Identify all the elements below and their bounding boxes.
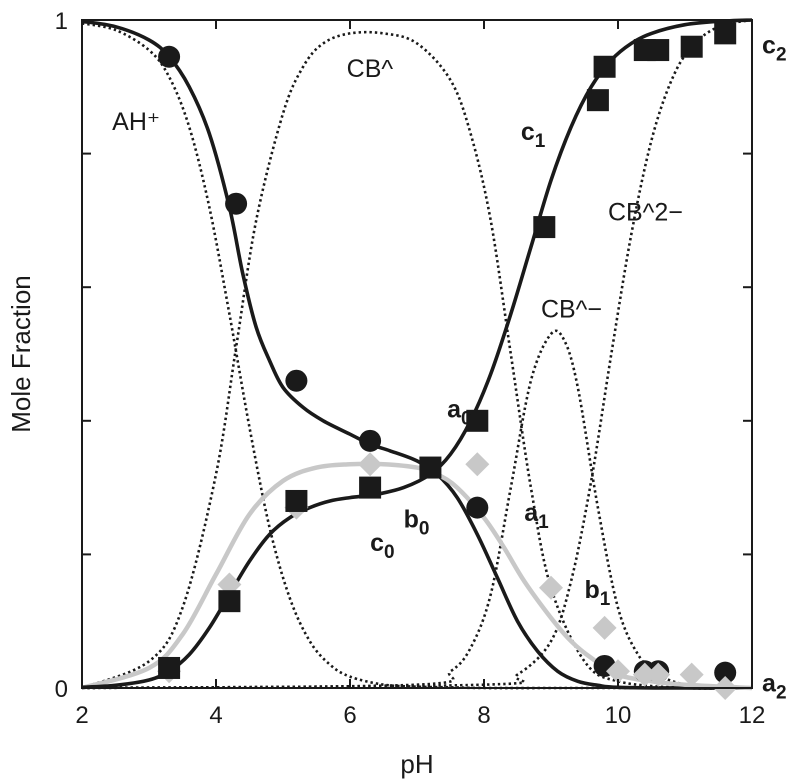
marker-a-circle: [714, 661, 737, 684]
marker-c-square: [158, 656, 181, 679]
marker-b-diamond: [679, 662, 704, 687]
marker-a-circle: [359, 429, 382, 452]
marker-b-diamond: [592, 615, 617, 640]
x-tick-label: 8: [477, 702, 490, 729]
x-tick-label: 4: [209, 702, 222, 729]
marker-c-square: [647, 39, 670, 62]
data-markers: [157, 22, 738, 700]
marker-c-square: [359, 476, 382, 499]
curve-label-c2: c2: [762, 31, 786, 65]
marker-a-circle: [466, 496, 489, 519]
fitted-curves: [81, 18, 753, 691]
curve-label-a2: a2: [762, 669, 786, 703]
marker-c-square: [714, 22, 737, 45]
fitted-curve-b: [81, 461, 753, 691]
y-tick-label: 1: [55, 8, 68, 35]
marker-b-diamond: [465, 452, 490, 477]
marker-b-diamond: [632, 662, 657, 687]
curve-label-a0: a0: [447, 395, 471, 429]
marker-b-diamond: [358, 452, 383, 477]
marker-a-circle: [158, 45, 181, 68]
curve-label-cb: CB^−: [541, 295, 602, 323]
curve-label-cb: CB^: [347, 55, 394, 83]
marker-c-square: [218, 590, 241, 613]
species-curve-cb: [81, 329, 753, 690]
marker-a-circle: [285, 369, 308, 392]
marker-c-square: [419, 456, 442, 479]
y-tick-label: 0: [55, 676, 68, 703]
species-curve-cb-2: [81, 18, 753, 690]
curve-label-a1: a1: [524, 499, 549, 533]
fitted-curve-c: [81, 18, 753, 690]
x-axis-label: pH: [400, 749, 433, 779]
curve-label-cb-2: CB^2−: [608, 198, 683, 226]
marker-b-diamond: [539, 575, 563, 600]
marker-c-square: [285, 489, 308, 512]
fitted-curve-a: [81, 19, 753, 690]
marker-a-circle: [225, 192, 248, 215]
curve-label-c1: c1: [521, 118, 546, 152]
x-tick-label: 2: [75, 702, 88, 729]
curve-annotations: AH⁺ CB^ CB^− CB^2− a0 a1 a2 b0 b1 c0 c1 c2: [112, 31, 786, 703]
species-curve-ah: [81, 22, 752, 690]
curve-label-c0: c0: [370, 529, 394, 563]
x-tick-label: 6: [343, 702, 356, 729]
y-axis-label: Mole Fraction: [6, 275, 36, 433]
marker-b-diamond: [646, 662, 671, 687]
axis-ticks: 2 4 6 8 10 12 0 1: [55, 8, 766, 729]
marker-c-square: [593, 55, 616, 78]
marker-c-square: [680, 35, 703, 58]
curve-label-b1: b1: [585, 576, 611, 610]
species-curves: [81, 18, 753, 690]
marker-c-square: [466, 409, 489, 432]
x-tick-label: 12: [739, 702, 766, 729]
marker-c-square: [533, 216, 556, 239]
curve-label-b0: b0: [404, 506, 430, 540]
species-curve-cb: [81, 30, 753, 690]
marker-b-diamond: [606, 659, 630, 684]
x-tick-label: 10: [605, 702, 632, 729]
curve-label-ah: AH⁺: [112, 108, 160, 136]
marker-c-square: [586, 89, 609, 112]
plot-frame: [81, 19, 753, 689]
